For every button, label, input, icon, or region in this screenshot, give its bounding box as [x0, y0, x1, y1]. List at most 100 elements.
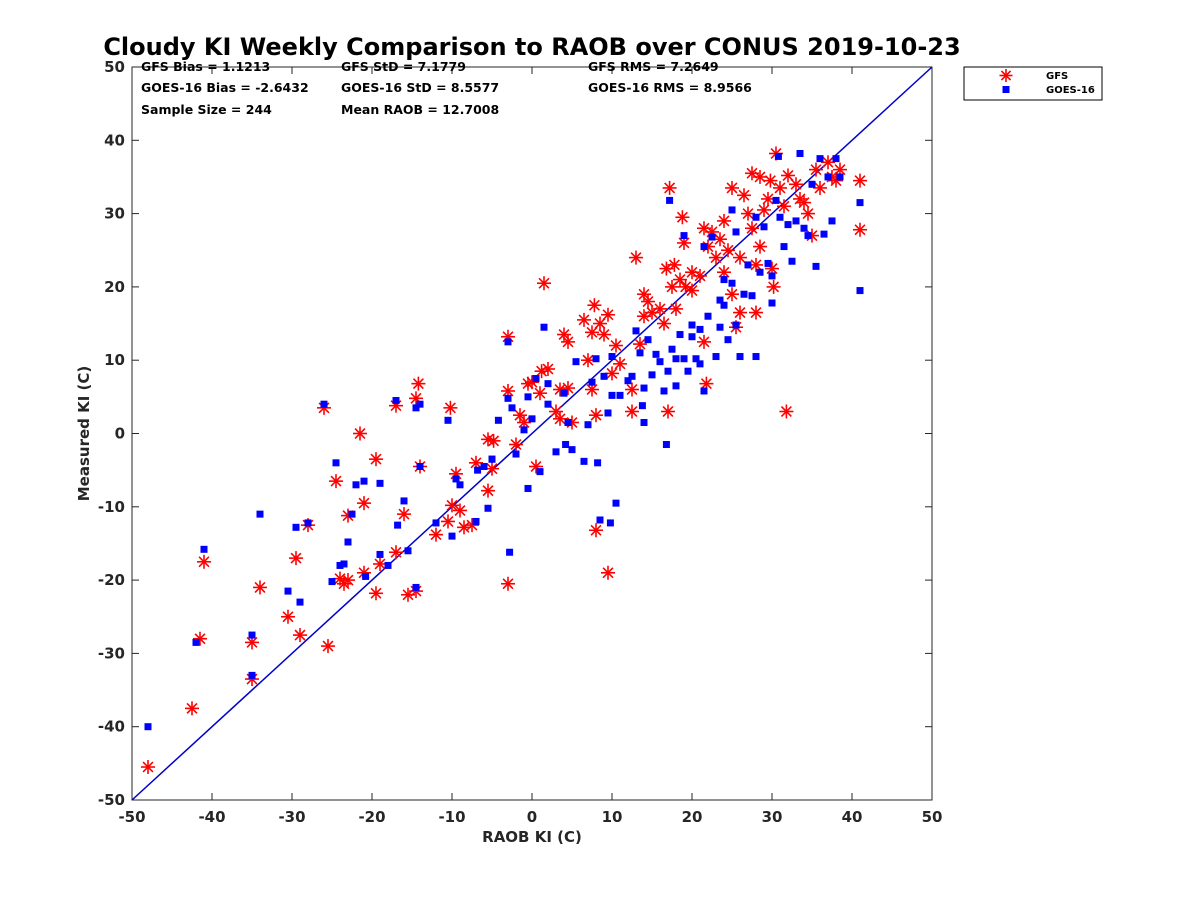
gfs-point [673, 272, 687, 287]
goes16-point [544, 380, 552, 388]
goes16-point [744, 261, 752, 269]
legend-box [963, 66, 1103, 101]
goes16-point [804, 232, 812, 240]
goes16-point [344, 538, 352, 546]
goes16-point [624, 377, 632, 385]
goes16-point [640, 384, 648, 392]
stat-text: GFS RMS = 7.2649 [588, 59, 719, 74]
goes16-point [836, 173, 844, 181]
goes16-point [716, 296, 724, 304]
goes16-point [494, 416, 502, 424]
y-tick-label: 50 [104, 58, 125, 76]
goes16-point [392, 397, 400, 405]
gfs-point [777, 199, 791, 214]
goes16-point [728, 206, 736, 214]
gfs-point [445, 498, 459, 513]
goes16-point [632, 327, 640, 335]
gfs-point [585, 325, 599, 340]
x-tick-label: -30 [278, 808, 305, 826]
gfs-point [749, 305, 763, 320]
y-tick-label: 0 [115, 425, 125, 443]
gfs-point [601, 307, 615, 322]
goes16-point [508, 404, 516, 412]
goes16-point [506, 548, 514, 556]
gfs-point [357, 496, 371, 511]
goes16-point [292, 523, 300, 531]
goes16-point [736, 353, 744, 361]
gfs-point [821, 155, 835, 170]
goes16-point [660, 387, 668, 395]
goes16-point [416, 400, 424, 408]
gfs-point [353, 426, 367, 441]
gfs-point [745, 166, 759, 181]
gfs-point [481, 483, 495, 498]
goes16-point [700, 387, 708, 395]
x-tick-label: -50 [118, 808, 145, 826]
goes16-point [680, 232, 688, 240]
gfs-point [185, 701, 199, 716]
gfs-point [697, 334, 711, 349]
gfs-point [457, 520, 471, 535]
legend-goes16-marker [1002, 86, 1010, 93]
gfs-point [609, 338, 623, 353]
x-tick-label: 30 [762, 808, 783, 826]
goes16-point [472, 517, 480, 525]
gfs-point [197, 554, 211, 569]
gfs-point [667, 257, 682, 272]
chart-title: Cloudy KI Weekly Comparison to RAOB over… [103, 33, 960, 61]
y-tick-label: 20 [104, 278, 125, 296]
y-tick-label: 40 [104, 131, 125, 149]
gfs-point [789, 177, 803, 192]
gfs-point [341, 573, 355, 588]
gfs-point [593, 316, 607, 331]
gfs-point [534, 364, 549, 379]
goes16-point [504, 338, 512, 346]
goes16-point [720, 276, 728, 284]
goes16-point [656, 358, 664, 366]
gfs-point [625, 382, 639, 397]
goes16-point [720, 301, 728, 309]
stat-text: GFS StD = 7.1779 [341, 59, 466, 74]
goes16-point [760, 223, 768, 231]
gfs-point [662, 180, 677, 195]
goes16-point [524, 484, 532, 492]
goes16-point [332, 459, 340, 467]
goes16-point [562, 440, 570, 448]
goes16-point [688, 321, 696, 329]
goes16-point [524, 393, 532, 401]
goes16-point [520, 426, 528, 434]
goes16-point [820, 230, 828, 238]
goes16-point [856, 287, 864, 295]
goes16-point [532, 375, 540, 383]
x-tick-label: 0 [527, 808, 537, 826]
goes16-point [376, 550, 384, 558]
goes16-point [256, 510, 264, 518]
goes16-point [412, 583, 420, 591]
goes16-point [612, 499, 620, 507]
gfs-point [753, 169, 767, 184]
goes16-point [416, 462, 424, 470]
gfs-point [289, 551, 303, 566]
goes16-point [536, 468, 544, 476]
goes16-point [628, 372, 636, 380]
goes16-point [828, 217, 836, 225]
goes16-point [376, 479, 384, 487]
gfs-point [541, 361, 555, 376]
gfs-point [597, 327, 611, 342]
goes16-point [336, 561, 344, 569]
goes16-point [572, 358, 580, 366]
goes16-point [792, 217, 800, 225]
goes16-point [584, 421, 592, 429]
goes16-point [604, 409, 612, 417]
gfs-point [853, 173, 867, 188]
goes16-point [384, 561, 392, 569]
gfs-point [625, 404, 639, 419]
gfs-point [809, 162, 823, 177]
goes16-point [448, 532, 456, 540]
legend-gfs-marker [999, 69, 1013, 82]
goes16-point [716, 323, 724, 331]
goes16-point [594, 459, 602, 467]
goes16-point [638, 402, 646, 410]
goes16-point [512, 450, 520, 458]
gfs-point [589, 408, 603, 423]
